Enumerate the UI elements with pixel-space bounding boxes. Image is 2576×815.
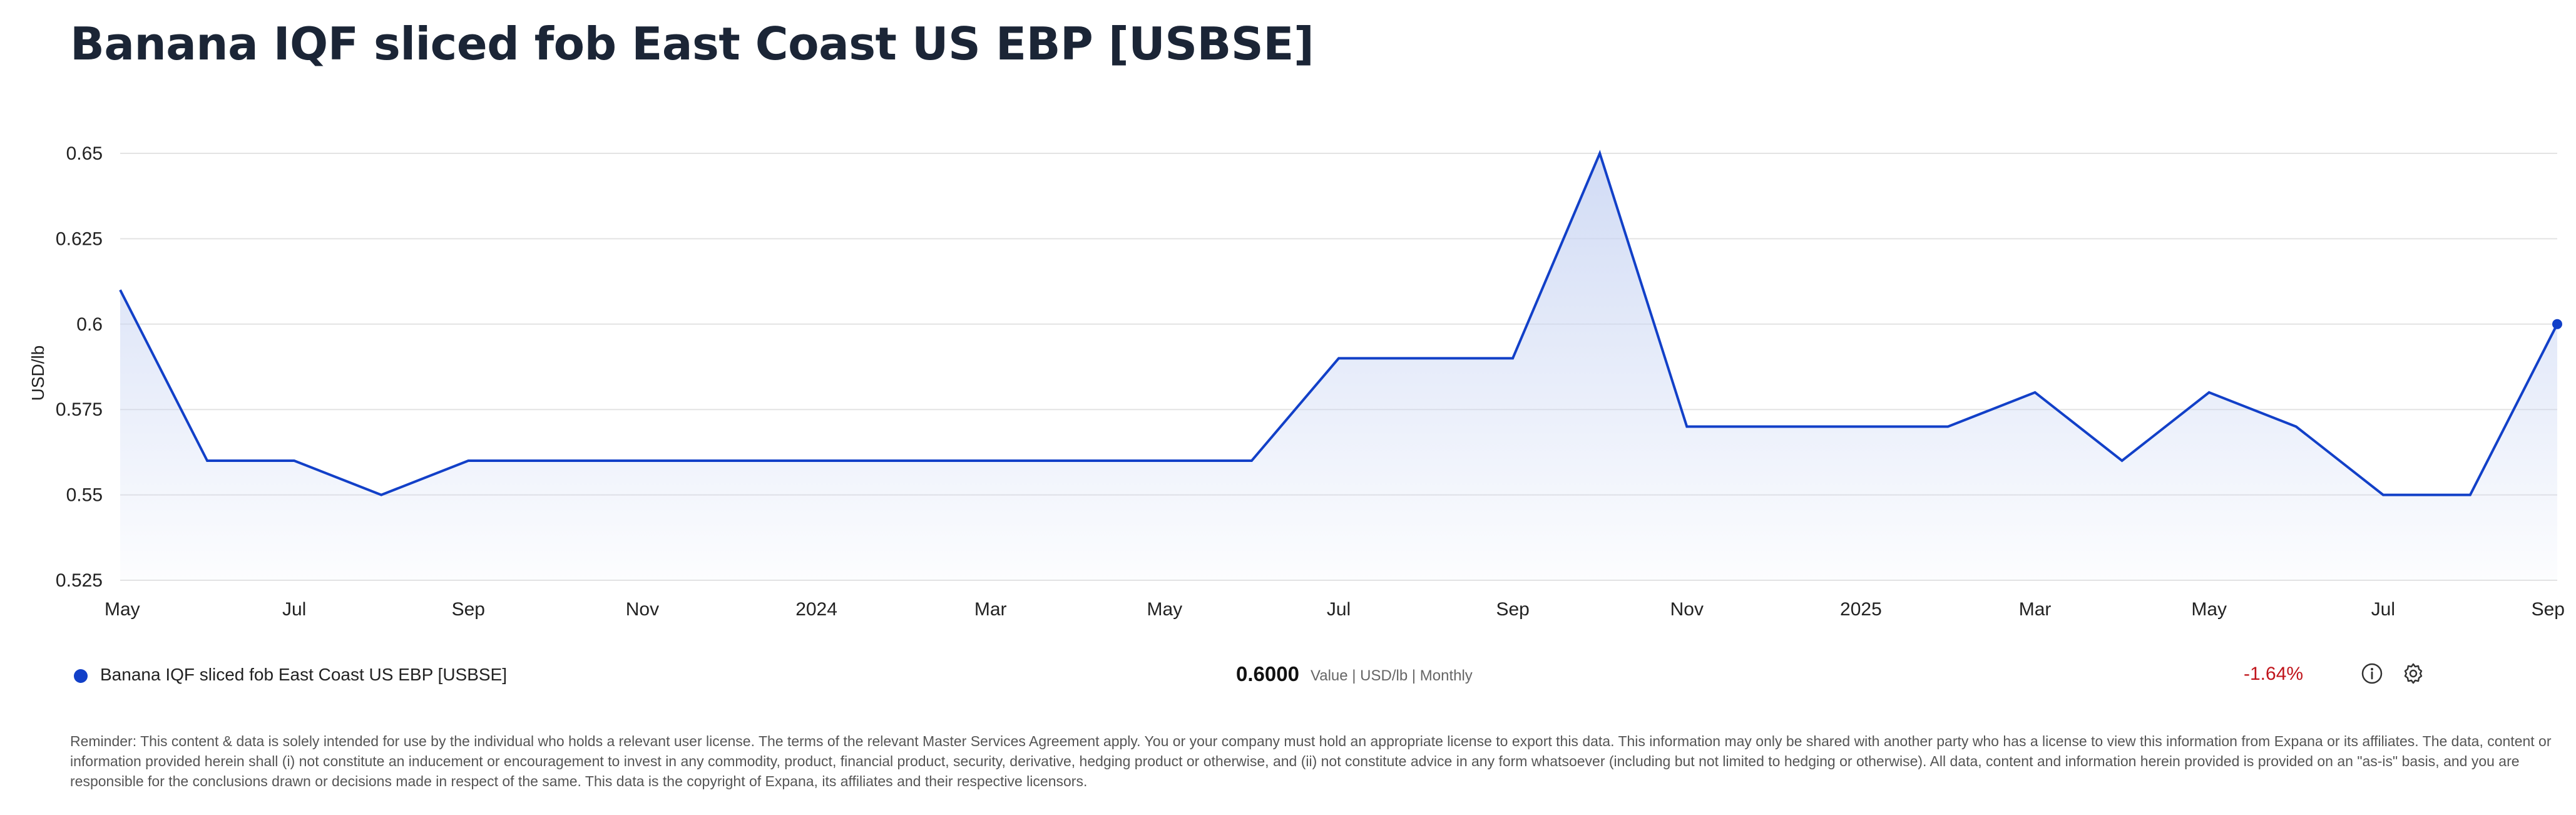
y-tick-label: 0.55 bbox=[66, 485, 103, 506]
x-tick-label: May bbox=[105, 599, 140, 620]
value-meta: Value | USD/lb | Monthly bbox=[1311, 667, 1473, 684]
y-axis-label: USD/lb bbox=[28, 346, 48, 401]
y-tick-label: 0.65 bbox=[66, 143, 103, 164]
disclaimer-text: Reminder: This content & data is solely … bbox=[70, 733, 2552, 789]
y-tick-label: 0.625 bbox=[56, 228, 103, 249]
x-tick-label: May bbox=[2191, 599, 2227, 620]
x-tick-label: Sep bbox=[1496, 599, 1529, 620]
x-tick-label: Mar bbox=[974, 599, 1007, 620]
x-tick-label: Jul bbox=[2371, 599, 2395, 620]
x-tick-label: 2024 bbox=[795, 599, 837, 620]
x-tick-label: Nov bbox=[1670, 599, 1704, 620]
x-tick-label: 2025 bbox=[1840, 599, 1882, 620]
x-tick-label: Mar bbox=[2019, 599, 2052, 620]
data-point-latest bbox=[2552, 319, 2562, 329]
price-chart[interactable]: 0.525 0.55 0.575 0.6 0.625 0.65 May Jul Sep Nov 2… bbox=[0, 0, 2576, 632]
latest-value: 0.6000 bbox=[1236, 662, 1299, 685]
x-tick-label: Sep bbox=[2532, 599, 2565, 620]
x-tick-label: Jul bbox=[1327, 599, 1351, 620]
gear-icon[interactable] bbox=[2401, 661, 2426, 686]
y-tick-label: 0.525 bbox=[56, 570, 103, 591]
series-area[interactable] bbox=[119, 150, 2562, 580]
page-title: Banana IQF sliced fob East Coast US EBP … bbox=[70, 18, 1314, 70]
series-area-fill bbox=[120, 153, 2557, 580]
y-axis: 0.525 0.55 0.575 0.6 0.625 0.65 bbox=[56, 143, 103, 591]
x-tick-label: Jul bbox=[282, 599, 306, 620]
x-tick-label: Sep bbox=[452, 599, 485, 620]
y-tick-label: 0.575 bbox=[56, 399, 103, 420]
info-icon[interactable] bbox=[2359, 661, 2384, 686]
legend-marker bbox=[74, 669, 88, 683]
legend-series-name[interactable]: Banana IQF sliced fob East Coast US EBP … bbox=[100, 665, 508, 684]
x-tick-label: May bbox=[1147, 599, 1183, 620]
x-tick-label: Nov bbox=[626, 599, 659, 620]
x-axis: May Jul Sep Nov 2024 Mar May Jul Sep Nov 2025 Mar Ma… bbox=[105, 599, 2565, 620]
y-tick-label: 0.6 bbox=[76, 314, 103, 335]
series-line bbox=[119, 150, 2558, 496]
change-percent: -1.64% bbox=[2244, 664, 2304, 684]
